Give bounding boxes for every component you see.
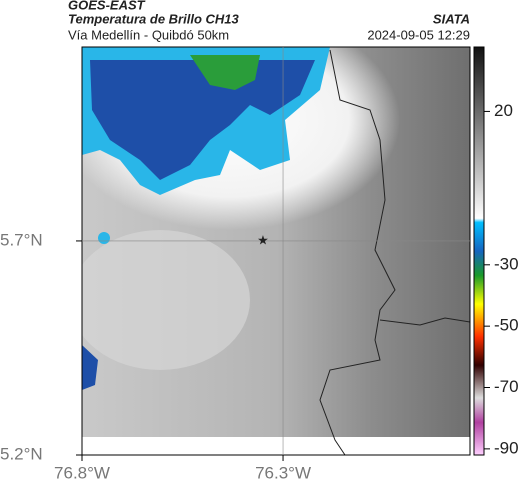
- border: [379, 317, 470, 326]
- lat-tick-label: 5.2°N: [0, 444, 43, 463]
- route: Vía Medellín - Quibdó 50km: [68, 27, 229, 42]
- cloud-colder: [90, 60, 315, 180]
- cloud-cold: [82, 345, 98, 390]
- colorbar-label: -70: [494, 377, 519, 396]
- timestamp: 2024-09-05 12:29: [367, 27, 470, 42]
- no-data: [82, 437, 470, 455]
- border: [319, 49, 396, 455]
- cloud: [82, 230, 250, 370]
- cloud-coldest: [190, 55, 260, 90]
- lon-tick-label: 76.3°W: [255, 463, 311, 482]
- map-frame: [81, 46, 471, 456]
- lat-tick-label: 5.7°N: [0, 230, 43, 249]
- title: GOES-EAST: [68, 0, 146, 12]
- subtitle: Temperatura de Brillo CH13: [68, 11, 240, 26]
- location-marker: ★: [257, 232, 269, 247]
- colorbar-label: -90: [494, 438, 519, 457]
- colorbar-label: -50: [494, 316, 519, 335]
- satellite-image: [82, 47, 470, 455]
- cloud-cold: [98, 232, 110, 244]
- lon-tick-label: 76.8°W: [54, 463, 110, 482]
- source: SIATA: [433, 11, 470, 26]
- colorbar: [473, 46, 485, 456]
- colorbar-label: 20: [494, 101, 513, 120]
- colorbar-label: -30: [494, 254, 519, 273]
